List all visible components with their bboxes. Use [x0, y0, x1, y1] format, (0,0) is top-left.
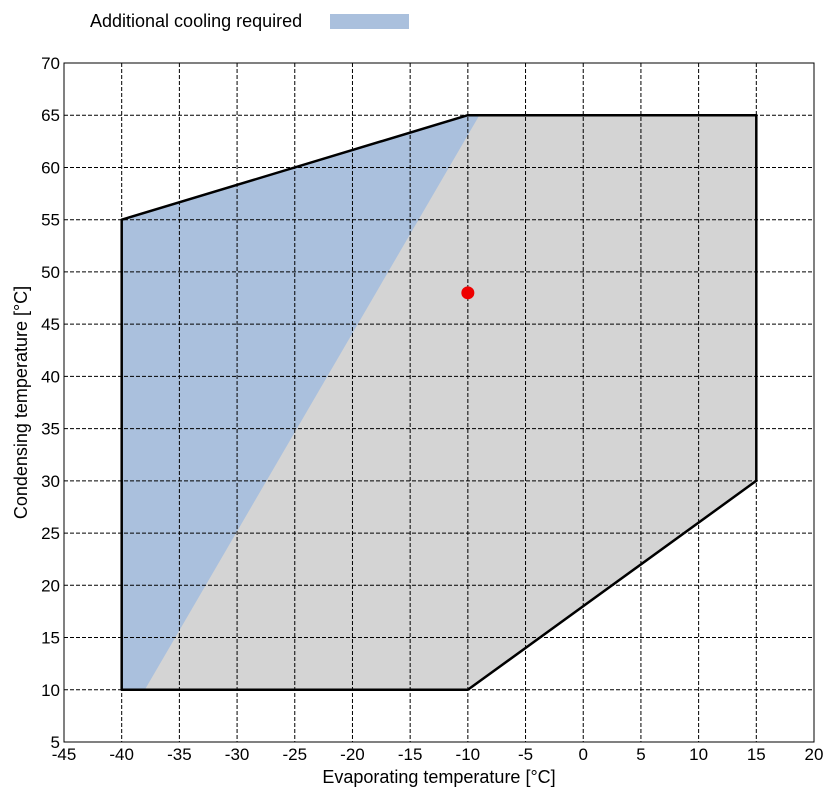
- envelope-outline: [120, 113, 758, 692]
- x-tick-label: 15: [747, 745, 766, 764]
- plot-border: [63, 62, 815, 743]
- x-tick-label: -25: [282, 745, 307, 764]
- cooling-region-area: [121, 115, 480, 690]
- x-tick-label: -20: [340, 745, 365, 764]
- y-tick-label: 45: [41, 315, 60, 334]
- legend-swatch: [330, 13, 410, 29]
- y-tick-label: 65: [41, 106, 60, 125]
- x-tick-label: -30: [225, 745, 250, 764]
- y-tick-label: 70: [41, 54, 60, 73]
- legend-label: Additional cooling required: [90, 10, 303, 31]
- x-tick-label: 10: [689, 745, 708, 764]
- y-tick-label: 5: [51, 733, 60, 752]
- x-tick-label: -10: [456, 745, 481, 764]
- y-tick-label: 35: [41, 420, 60, 439]
- x-tick-label: -35: [167, 745, 192, 764]
- y-tick-label: 15: [41, 629, 60, 648]
- y-tick-label: 10: [41, 681, 60, 700]
- legend: Additional cooling required: [90, 8, 410, 34]
- x-axis-title: Evaporating temperature [°C]: [322, 767, 555, 787]
- x-tick-label: 0: [578, 745, 587, 764]
- x-tick-label: -15: [398, 745, 423, 764]
- y-tick-label: 25: [41, 524, 60, 543]
- operating-point: [461, 286, 475, 300]
- y-axis-title: Condensing temperature [°C]: [11, 286, 31, 519]
- y-tick-label: 20: [41, 576, 60, 595]
- y-tick-label: 50: [41, 263, 60, 282]
- x-tick-label: -45: [52, 745, 77, 764]
- y-tick-label: 30: [41, 472, 60, 491]
- x-tick-label: 5: [636, 745, 645, 764]
- y-tick-label: 40: [41, 367, 60, 386]
- y-tick-label: 55: [41, 211, 60, 230]
- x-tick-label: -5: [518, 745, 533, 764]
- y-tick-label: 60: [41, 158, 60, 177]
- x-tick-label: -40: [109, 745, 134, 764]
- x-tick-label: 20: [805, 745, 824, 764]
